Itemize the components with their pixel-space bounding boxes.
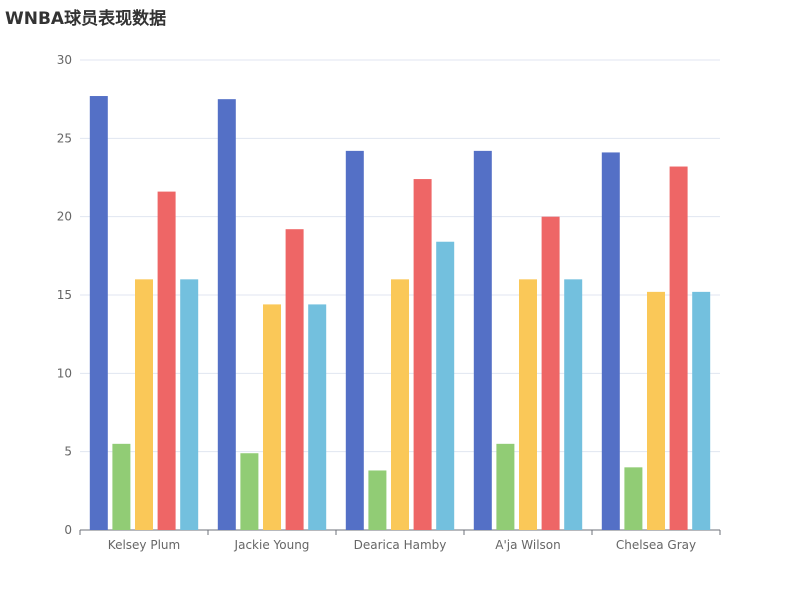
x-tick-label: Kelsey Plum xyxy=(108,538,180,552)
bar[interactable] xyxy=(263,304,281,530)
bar[interactable] xyxy=(89,96,108,531)
tick-labels: 0 5 10 15 20 25 30 Kelsey Plum Jackie Young Deari… xyxy=(57,53,696,552)
bar[interactable] xyxy=(112,443,131,530)
bar[interactable] xyxy=(308,304,327,530)
bar[interactable] xyxy=(157,191,176,530)
bar[interactable] xyxy=(541,216,560,530)
bar[interactable] xyxy=(135,279,153,530)
bar[interactable] xyxy=(240,453,259,530)
y-tick-label: 30 xyxy=(57,53,72,67)
bar[interactable] xyxy=(368,470,387,530)
bar[interactable] xyxy=(391,279,409,530)
bar[interactable] xyxy=(217,99,236,531)
bar[interactable] xyxy=(519,279,537,530)
bars xyxy=(89,96,711,531)
bar[interactable] xyxy=(692,291,711,530)
bar[interactable] xyxy=(436,241,455,530)
y-tick-label: 15 xyxy=(57,288,72,302)
y-tick-label: 20 xyxy=(57,210,72,224)
bar[interactable] xyxy=(564,279,583,530)
axes xyxy=(79,529,721,535)
bar[interactable] xyxy=(601,152,620,530)
bar[interactable] xyxy=(180,279,199,530)
chart-title: WNBA球员表现数据 xyxy=(5,9,167,29)
y-tick-label: 0 xyxy=(64,523,72,537)
x-tick-label: A'ja Wilson xyxy=(495,538,560,552)
bar[interactable] xyxy=(669,166,688,531)
y-tick-label: 10 xyxy=(57,366,72,380)
y-tick-label: 25 xyxy=(57,131,72,145)
y-tick-label: 5 xyxy=(64,445,72,459)
bar[interactable] xyxy=(345,150,364,530)
bar[interactable] xyxy=(473,150,492,530)
bar[interactable] xyxy=(624,467,643,530)
x-tick-label: Jackie Young xyxy=(234,538,310,552)
x-tick-label: Chelsea Gray xyxy=(616,538,696,552)
bar[interactable] xyxy=(496,443,515,530)
bar[interactable] xyxy=(647,291,665,530)
bar[interactable] xyxy=(285,229,304,530)
x-tick-label: Dearica Hamby xyxy=(354,538,447,552)
bar[interactable] xyxy=(413,179,432,531)
